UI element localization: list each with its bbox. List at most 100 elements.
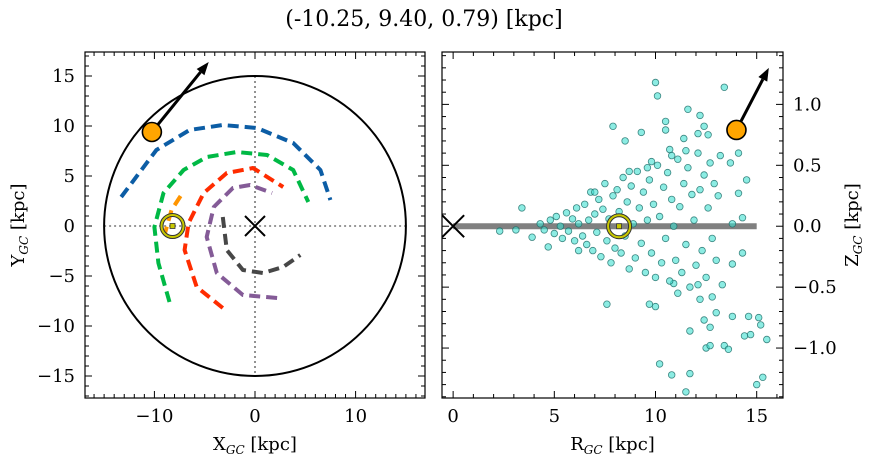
scatter-point <box>540 226 548 234</box>
scatter-point <box>744 312 753 321</box>
scatter-point <box>734 149 743 157</box>
scatter-point <box>655 212 664 221</box>
scatter-point <box>728 220 737 228</box>
scatter-point <box>666 277 674 285</box>
scatter-points <box>496 78 771 396</box>
sun-marker-center <box>616 223 622 230</box>
scatter-point <box>651 302 660 311</box>
scatter-point <box>720 83 728 91</box>
scatter-point <box>609 192 617 200</box>
scatter-point <box>552 212 560 221</box>
scatter-point <box>647 157 656 166</box>
scatter-point <box>696 295 704 303</box>
scatter-point <box>714 192 722 200</box>
galactic-center-marker <box>244 215 266 237</box>
scatter-point <box>601 179 609 188</box>
scatter-point <box>700 316 708 324</box>
scatter-point <box>680 134 688 143</box>
scatter-point <box>674 155 682 163</box>
scatter-point <box>623 198 631 206</box>
scatter-point <box>544 243 552 251</box>
scatter-point <box>647 249 656 257</box>
scatter-point <box>593 228 601 236</box>
scatter-point <box>712 309 720 317</box>
scatter-point <box>643 163 652 172</box>
scatter-point <box>706 159 714 167</box>
scatter-point <box>657 259 666 267</box>
scatter-point <box>639 188 648 196</box>
scatter-point <box>637 239 645 247</box>
scatter-point <box>682 388 690 396</box>
scatter-point <box>585 216 593 224</box>
scatter-point <box>574 246 583 255</box>
scatter-point <box>564 227 573 235</box>
scatter-point <box>627 182 635 190</box>
axes-frame <box>84 51 426 399</box>
y-tick-label: −15 <box>37 366 75 387</box>
sun-marker-center <box>169 223 176 229</box>
scatter-point <box>591 210 599 218</box>
y-tick-label: 5 <box>64 166 75 187</box>
scatter-point <box>692 261 700 269</box>
scatter-point <box>625 167 633 176</box>
x-tick-label: 5 <box>549 406 560 427</box>
x-tick-label: 0 <box>249 406 260 427</box>
orbit-arc-2 <box>162 194 183 236</box>
orbit-arc-1 <box>152 150 311 303</box>
x-axis-label: XGC [kpc] <box>213 434 297 457</box>
scatter-point <box>706 323 714 331</box>
sun-marker <box>160 214 185 238</box>
scatter-point <box>753 380 761 389</box>
scatter-point <box>572 204 581 212</box>
velocity-arrow-head <box>758 67 769 82</box>
scatter-point <box>661 234 670 243</box>
orbit-arc-3 <box>182 166 285 310</box>
scatter-point <box>496 227 504 235</box>
scatter-point <box>682 146 690 155</box>
scatter-point <box>651 273 660 282</box>
x-tick-label: 15 <box>745 406 768 427</box>
scatter-point <box>668 195 676 204</box>
scatter-point <box>609 122 617 130</box>
scatter-point <box>718 281 726 289</box>
x-tick-label: 10 <box>644 406 667 427</box>
scatter-point <box>637 128 645 137</box>
scatter-point <box>556 222 565 230</box>
scatter-point <box>599 205 607 213</box>
scatter-point <box>583 240 591 249</box>
scatter-point <box>603 237 611 245</box>
scatter-point <box>759 373 767 381</box>
scatter-point <box>710 179 718 188</box>
xy-plane-plot: −10 0 10 15 10 5 0 −5 −10 −15 XGC [kpc] YGC [kpc] <box>8 51 426 457</box>
scatter-point <box>611 244 619 252</box>
scatter-point <box>708 293 716 301</box>
scatter-point <box>558 234 567 243</box>
y-axis-label: YGC [kpc] <box>8 184 31 268</box>
y-tick-label: 0 <box>64 216 75 237</box>
object-marker <box>141 121 163 143</box>
scatter-point <box>659 183 668 191</box>
scatter-point <box>684 105 692 113</box>
orbit-arc-4 <box>204 183 278 300</box>
boundary-circle <box>103 75 407 377</box>
scatter-point <box>670 222 678 230</box>
scatter-point <box>619 173 627 182</box>
scatter-point <box>595 195 603 204</box>
scatter-point <box>661 117 670 126</box>
scatter-point <box>696 111 704 120</box>
scatter-point <box>589 246 597 255</box>
scatter-point <box>696 185 704 194</box>
scatter-point <box>700 171 708 179</box>
velocity-arrow <box>150 71 202 133</box>
scatter-point <box>726 159 735 167</box>
scatter-point <box>704 131 712 139</box>
scatter-point <box>680 179 688 188</box>
scatter-point <box>672 256 680 264</box>
scatter-point <box>763 335 771 344</box>
scatter-point <box>694 281 702 289</box>
scatter-point <box>702 273 710 282</box>
y-tick-label: 0.5 <box>793 155 822 176</box>
figure-title: (-10.25, 9.40, 0.79) [kpc] <box>285 7 562 32</box>
velocity-arrow-head <box>196 62 209 76</box>
